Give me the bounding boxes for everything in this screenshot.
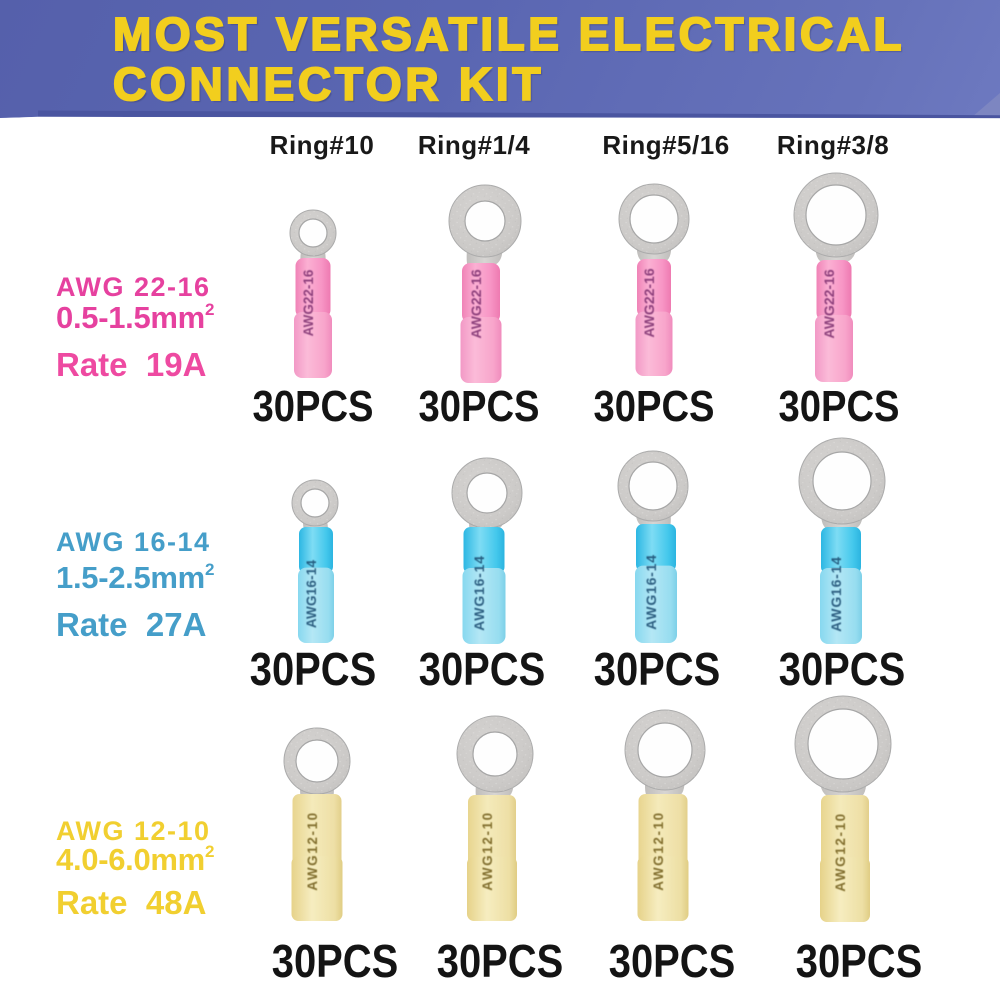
- svg-text:AWG16-14: AWG16-14: [643, 554, 659, 630]
- svg-text:AWG22-16: AWG22-16: [468, 269, 484, 338]
- svg-text:AWG12-10: AWG12-10: [305, 811, 320, 891]
- svg-text:AWG12-10: AWG12-10: [833, 812, 848, 892]
- svg-text:AWG12-10: AWG12-10: [651, 811, 666, 891]
- svg-text:AWG16-14: AWG16-14: [828, 556, 844, 632]
- svg-text:AWG16-14: AWG16-14: [471, 555, 487, 631]
- svg-text:AWG22-16: AWG22-16: [301, 269, 316, 336]
- svg-text:AWG16-14: AWG16-14: [304, 560, 319, 629]
- svg-text:AWG22-16: AWG22-16: [641, 268, 657, 337]
- svg-text:AWG22-16: AWG22-16: [821, 269, 837, 338]
- svg-text:AWG12-10: AWG12-10: [480, 811, 495, 891]
